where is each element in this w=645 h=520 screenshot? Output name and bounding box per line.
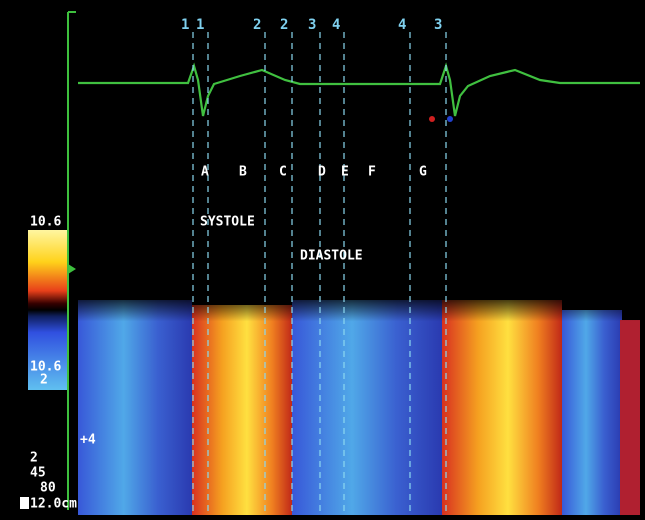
setting: 80 bbox=[40, 481, 56, 496]
baseline-marker bbox=[68, 264, 76, 274]
cursor-dot bbox=[447, 116, 453, 122]
depth-box bbox=[20, 497, 29, 509]
setting: 2 bbox=[40, 373, 48, 388]
marker-label: 2 bbox=[280, 17, 288, 33]
shade bbox=[78, 295, 640, 515]
ecg-trace bbox=[78, 66, 640, 116]
scale-label: 10.6 bbox=[30, 215, 61, 230]
marker-label: 1 bbox=[196, 17, 204, 33]
marker-label: 2 bbox=[253, 17, 261, 33]
phase-letter: G bbox=[419, 165, 427, 180]
setting: 45 bbox=[30, 466, 46, 481]
marker-label: 3 bbox=[308, 17, 316, 33]
cursor-dot bbox=[429, 116, 435, 122]
phase-label: DIASTOLE bbox=[300, 249, 363, 264]
phase-letter: B bbox=[239, 165, 247, 180]
depth-label: 12.0cm bbox=[30, 497, 77, 512]
marker-label: 3 bbox=[434, 17, 442, 33]
phase-letter: E bbox=[341, 165, 349, 180]
spectrum bbox=[78, 295, 640, 515]
marker-label: 1 bbox=[181, 17, 189, 33]
doppler-screen: SYSTOLE DIASTOLE 10.6 10.6 2 +4 2 45 80 … bbox=[0, 0, 645, 520]
phase-letter: C bbox=[279, 165, 287, 180]
setting: 2 bbox=[30, 451, 38, 466]
marker-label: 4 bbox=[398, 17, 406, 33]
phase-letter: D bbox=[318, 165, 326, 180]
setting: +4 bbox=[80, 433, 96, 448]
phase-label: SYSTOLE bbox=[200, 215, 255, 230]
phase-letter: F bbox=[368, 165, 376, 180]
marker-label: 4 bbox=[332, 17, 340, 33]
phase-letter: A bbox=[201, 165, 209, 180]
